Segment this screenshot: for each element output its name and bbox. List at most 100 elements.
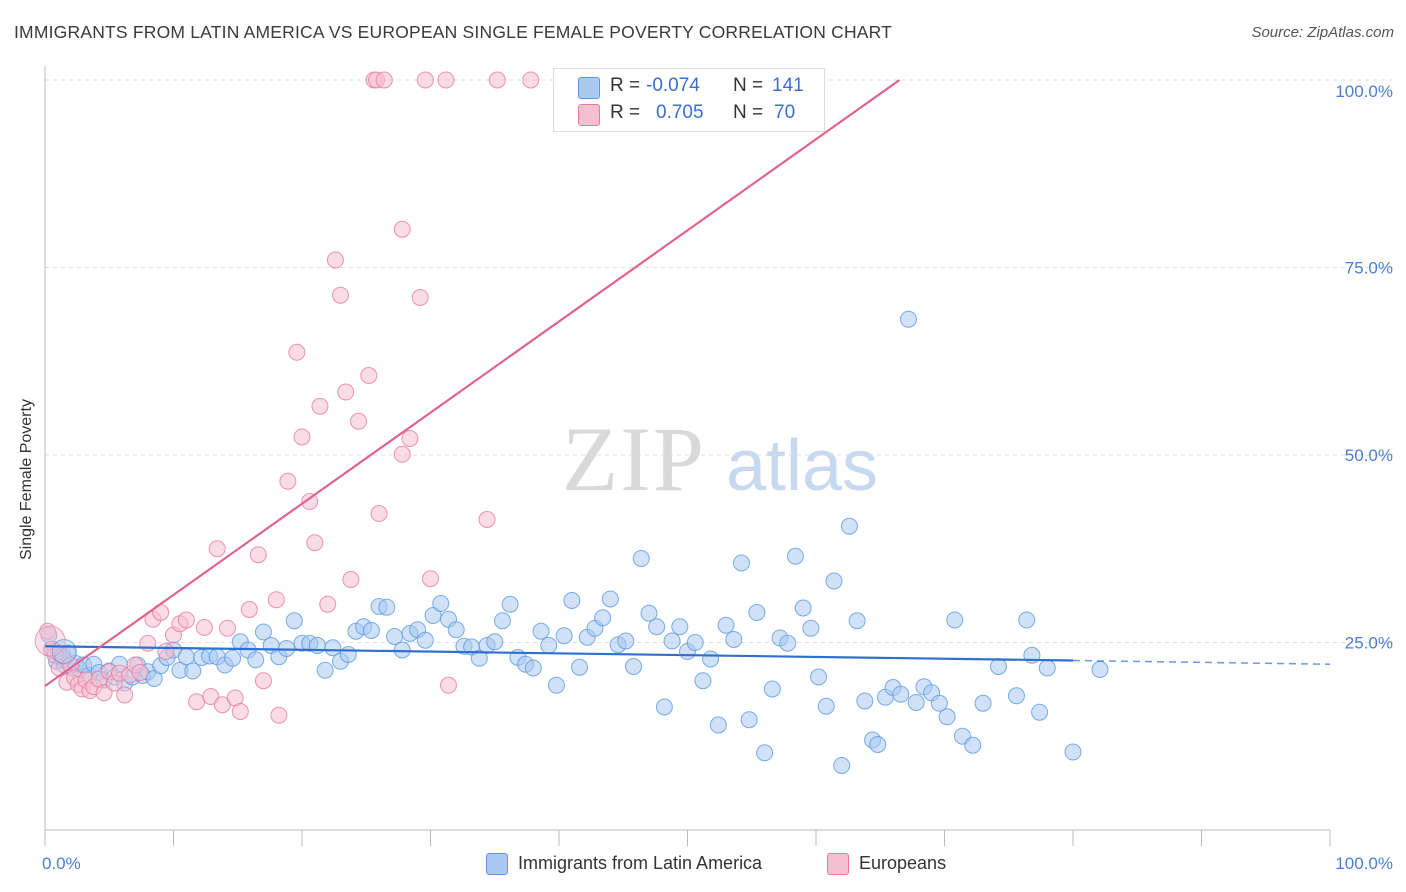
- pink-data-point: [416, 71, 434, 89]
- blue-data-point: [946, 611, 964, 629]
- pink-data-point: [267, 591, 285, 609]
- blue-data-point: [655, 698, 673, 716]
- bottom-legend-swatch-blue: [486, 853, 508, 875]
- y-tick-label: 50.0%: [1345, 446, 1393, 465]
- blue-data-point: [856, 692, 874, 710]
- blue-data-point: [794, 599, 812, 617]
- pink-data-point: [188, 693, 206, 711]
- blue-data-point: [1038, 659, 1056, 677]
- blue-data-point: [907, 694, 925, 711]
- blue-data-point: [1018, 611, 1036, 629]
- pink-data-point: [411, 289, 429, 306]
- blue-data-point: [810, 668, 828, 686]
- blue-data-point: [702, 650, 720, 668]
- blue-data-point: [900, 310, 918, 328]
- legend-r-value: -0.074: [646, 75, 700, 96]
- pink-data-point: [249, 546, 267, 564]
- pink-data-point: [350, 412, 368, 430]
- blue-data-point: [779, 634, 797, 652]
- pink-data-point: [375, 71, 393, 89]
- blue-data-point: [432, 595, 450, 612]
- blue-data-point: [833, 757, 851, 774]
- pink-data-point: [231, 703, 249, 720]
- legend-r-label: R =: [610, 102, 641, 123]
- y-tick-label: 75.0%: [1345, 259, 1393, 278]
- blue-data-point: [393, 641, 411, 659]
- blue-data-point: [786, 547, 804, 565]
- pink-data-point: [208, 540, 226, 558]
- blue-data-point: [817, 697, 835, 715]
- chart-title: IMMIGRANTS FROM LATIN AMERICA VS EUROPEA…: [14, 22, 893, 42]
- blue-data-point: [601, 590, 619, 608]
- pink-data-point: [360, 367, 378, 384]
- pink-data-point: [177, 611, 195, 629]
- blue-cluster-point: [51, 639, 77, 664]
- pink-data-point: [131, 664, 149, 681]
- bottom-legend-label: Immigrants from Latin America: [518, 853, 763, 873]
- blue-data-point: [316, 661, 334, 679]
- blue-data-point: [247, 651, 265, 669]
- blue-data-point: [802, 619, 820, 637]
- blue-data-point: [524, 659, 542, 677]
- pink-data-point: [95, 684, 113, 702]
- blue-data-point: [339, 646, 357, 663]
- blue-data-point: [563, 592, 581, 609]
- pink-data-point: [301, 493, 319, 510]
- blue-data-point: [1064, 743, 1082, 761]
- blue-data-point: [964, 736, 982, 754]
- pink-data-point: [116, 686, 134, 704]
- blue-data-point: [1091, 661, 1109, 678]
- pink-data-point: [202, 688, 220, 705]
- blue-data-point: [177, 648, 195, 666]
- bottom-legend-swatch-pink: [827, 853, 849, 875]
- blue-data-point: [470, 649, 488, 667]
- blue-data-point: [547, 676, 565, 694]
- blue-data-point: [224, 649, 242, 667]
- x-tick-label-start: 0.0%: [42, 854, 81, 873]
- pink-cluster-point: [34, 625, 66, 657]
- blue-data-point: [486, 633, 504, 651]
- legend-n-label: N =: [733, 102, 764, 123]
- pink-data-point: [401, 430, 419, 447]
- legend-n-label: N =: [733, 75, 764, 96]
- y-tick-label: 25.0%: [1345, 634, 1393, 653]
- pink-data-point: [306, 534, 324, 552]
- blue-data-point: [254, 623, 272, 641]
- blue-data-point: [756, 744, 774, 762]
- pink-data-point: [478, 511, 496, 528]
- pink-data-point: [218, 619, 236, 637]
- blue-data-point: [825, 572, 843, 590]
- blue-data-point: [717, 616, 735, 634]
- blue-data-point: [285, 612, 303, 630]
- blue-data-point: [848, 612, 866, 630]
- blue-data-point: [732, 554, 750, 572]
- blue-data-point: [493, 612, 511, 630]
- pink-data-point: [522, 71, 540, 89]
- blue-data-point: [571, 658, 589, 676]
- legend-r-value: 0.705: [656, 102, 704, 123]
- blue-data-point: [378, 598, 396, 616]
- blue-data-point: [748, 604, 766, 621]
- watermark-zip: ZIP: [562, 408, 706, 510]
- pink-data-point: [332, 286, 350, 304]
- pink-data-point: [393, 445, 411, 463]
- pink-data-point: [422, 570, 439, 588]
- pink-data-point: [311, 397, 329, 415]
- blue-data-point: [501, 595, 519, 613]
- pink-data-point: [393, 220, 411, 238]
- pink-data-point: [279, 472, 297, 490]
- pink-data-point: [488, 71, 506, 89]
- blue-data-point: [892, 685, 910, 703]
- blue-data-point: [930, 694, 948, 712]
- blue-data-point: [1007, 687, 1025, 705]
- blue-data-point: [632, 550, 650, 567]
- pink-data-point: [288, 343, 306, 361]
- pink-data-point: [270, 706, 288, 724]
- blue-data-point: [709, 716, 727, 734]
- legend-n-value: 70: [774, 102, 796, 123]
- watermark-atlas: atlas: [726, 426, 878, 506]
- blue-data-point: [362, 622, 380, 639]
- correlation-legend: R = -0.074 N = 141 R = 0.705 N = 70: [553, 68, 825, 132]
- blue-data-point: [725, 631, 743, 648]
